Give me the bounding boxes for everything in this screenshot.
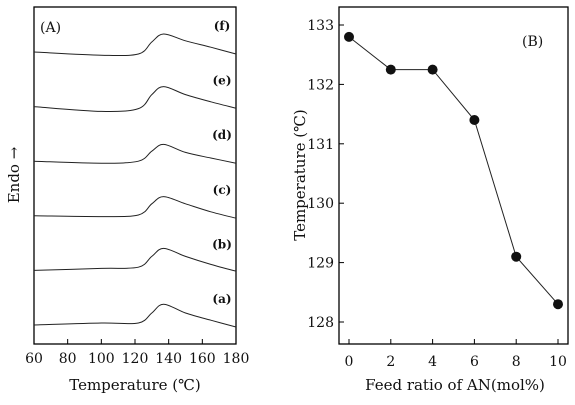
panel-b-x-tick-label: 0 <box>345 354 354 370</box>
panel-a-x-tick-label: 160 <box>189 351 216 367</box>
panel-a-curve-label: (e) <box>213 74 232 88</box>
panel-a-curve-label: (a) <box>212 292 231 306</box>
panel-b-data-point <box>428 65 438 75</box>
panel-a-x-axis-title: Temperature (℃) <box>69 376 201 394</box>
panel-a-curve <box>34 248 236 271</box>
panel-a-x-tick-label: 100 <box>88 351 115 367</box>
panel-a-x-ticks: 60 80 100 120 140 160 180 <box>25 339 249 367</box>
panel-b-y-tick-label: 131 <box>307 137 334 153</box>
panel-b-data-point <box>553 299 563 309</box>
panel-a-curve <box>34 87 236 112</box>
panel-b-data-point <box>344 32 354 42</box>
panel-b-x-tick-label: 4 <box>428 354 437 370</box>
panel-a-curve-label: (f) <box>214 19 231 33</box>
panel-a-y-axis-title: Endo → <box>5 146 23 203</box>
panel-a-curve <box>34 34 236 56</box>
panel-b-y-tick-label: 133 <box>307 18 334 34</box>
panel-b-y-tick-label: 128 <box>307 315 334 331</box>
panel-a-curves: (f) (e) (d) (c) (b) (a) <box>34 19 236 327</box>
panel-b-y-tick-label: 132 <box>307 77 334 93</box>
panel-b-x-tick-label: 2 <box>386 354 395 370</box>
panel-a-curve <box>34 304 236 327</box>
panel-a-curve <box>34 197 236 219</box>
panel-b-x-tick-label: 6 <box>470 354 479 370</box>
panel-a-x-tick-label: 120 <box>122 351 149 367</box>
panel-a-x-tick-label: 60 <box>25 351 43 367</box>
panel-b-x-tick-label: 8 <box>512 354 521 370</box>
panel-b-data-point <box>511 252 521 262</box>
panel-b-data-point <box>469 115 479 125</box>
panel-a: (A) (f) (e) (d) (c) (b) (a) 60 80 100 120 140 160 1… <box>5 7 249 394</box>
panel-b-x-tick-label: 10 <box>549 354 567 370</box>
panel-b-y-tick-label: 130 <box>307 196 334 212</box>
panel-b-data-point <box>386 65 396 75</box>
panel-a-curve-label: (b) <box>212 237 232 251</box>
panel-a-x-tick-label: 80 <box>59 351 77 367</box>
panel-b-series-line <box>349 37 558 304</box>
panel-a-x-tick-label: 140 <box>155 351 182 367</box>
panel-a-curve-label: (c) <box>213 183 232 197</box>
panel-b-points <box>344 32 563 309</box>
panel-b-label: (B) <box>522 34 543 50</box>
panel-a-label: (A) <box>40 20 61 36</box>
panel-a-x-tick-label: 180 <box>223 351 250 367</box>
panel-b-x-axis-title: Feed ratio of AN(mol%) <box>365 376 545 394</box>
panel-a-frame <box>34 7 236 344</box>
panel-b-frame <box>339 7 568 344</box>
panel-b-y-tick-label: 129 <box>307 256 334 272</box>
panel-a-curve <box>34 144 236 163</box>
panel-b-y-axis-title: Temperature (℃) <box>291 109 309 241</box>
panel-b: (B) 0 2 4 6 8 10 128 129 130 131 132 133 Feed rati… <box>291 7 568 394</box>
panel-a-curve-label: (d) <box>212 128 232 142</box>
